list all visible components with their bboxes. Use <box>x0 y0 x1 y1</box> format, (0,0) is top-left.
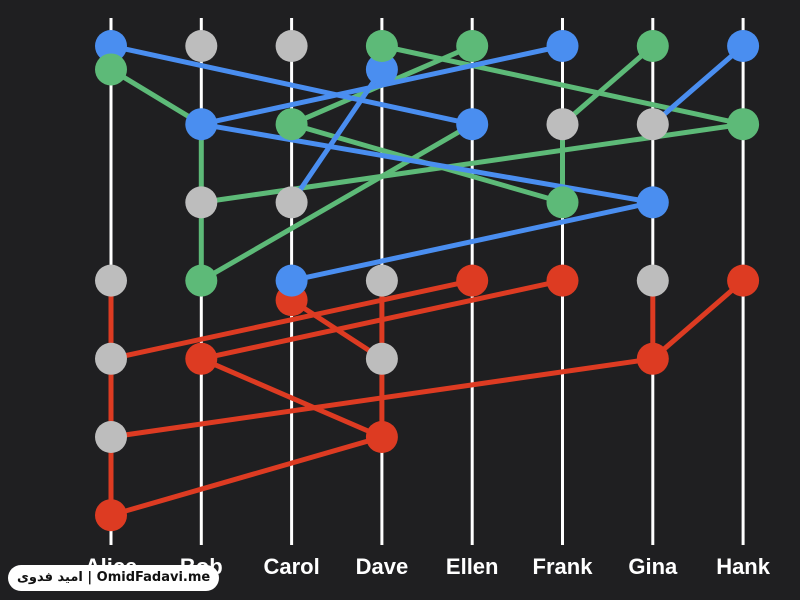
node-bob-green <box>185 264 218 297</box>
lane-label-ellen: Ellen <box>446 554 499 579</box>
blue-edge <box>289 66 385 205</box>
node-ellen-blue <box>456 108 489 141</box>
red-edge <box>289 297 385 362</box>
green-edge <box>108 66 204 127</box>
lane-label-gina: Gina <box>628 554 678 579</box>
node-hank-red <box>727 264 760 297</box>
node-bob-gray <box>185 30 218 62</box>
node-carol-blue <box>275 264 308 297</box>
node-carol-green <box>275 108 308 141</box>
blue-edge <box>198 121 656 205</box>
node-dave-gray <box>365 264 398 297</box>
node-dave-green <box>365 30 398 62</box>
node-dave-gray <box>365 342 398 375</box>
node-gina-blue <box>636 186 669 219</box>
node-hank-green <box>727 108 760 141</box>
node-frank-green <box>546 186 579 219</box>
node-frank-gray <box>546 108 579 141</box>
blue-edge <box>108 43 475 127</box>
node-carol-gray <box>275 30 308 62</box>
node-alice-green <box>95 53 127 86</box>
node-frank-blue <box>546 30 579 62</box>
blue-edge <box>289 199 656 284</box>
node-ellen-green <box>456 30 489 62</box>
node-gina-red <box>636 342 669 375</box>
red-edge <box>108 278 475 362</box>
red-edge <box>650 278 746 362</box>
node-ellen-red <box>456 264 489 297</box>
node-alice-blue <box>95 30 127 62</box>
node-bob-gray <box>185 186 218 219</box>
node-bob-red <box>185 342 218 375</box>
nodes <box>95 30 760 532</box>
node-alice-gray <box>95 264 127 297</box>
node-dave-red <box>365 421 398 453</box>
node-gina-gray <box>636 264 669 297</box>
lane-label-hank: Hank <box>716 554 771 579</box>
node-hank-blue <box>727 30 760 62</box>
red-edge <box>108 434 385 518</box>
node-gina-gray <box>636 108 669 141</box>
node-alice-gray <box>95 421 127 453</box>
node-gina-green <box>636 30 669 62</box>
watermark: امید فدوی | OmidFadavi.me <box>8 565 220 591</box>
blue-edge <box>650 43 746 127</box>
node-alice-gray <box>95 342 127 375</box>
green-edge <box>379 43 746 127</box>
node-bob-blue <box>185 108 218 141</box>
node-carol-gray <box>275 186 308 219</box>
lane-label-carol: Carol <box>263 554 319 579</box>
green-edge <box>560 43 656 127</box>
lane-label-dave: Dave <box>356 554 409 579</box>
node-dave-blue <box>365 53 398 86</box>
node-alice-red <box>95 499 127 532</box>
lane-label-frank: Frank <box>533 554 594 579</box>
node-frank-red <box>546 264 579 297</box>
green-edge <box>198 121 475 284</box>
red-edge <box>198 356 385 440</box>
